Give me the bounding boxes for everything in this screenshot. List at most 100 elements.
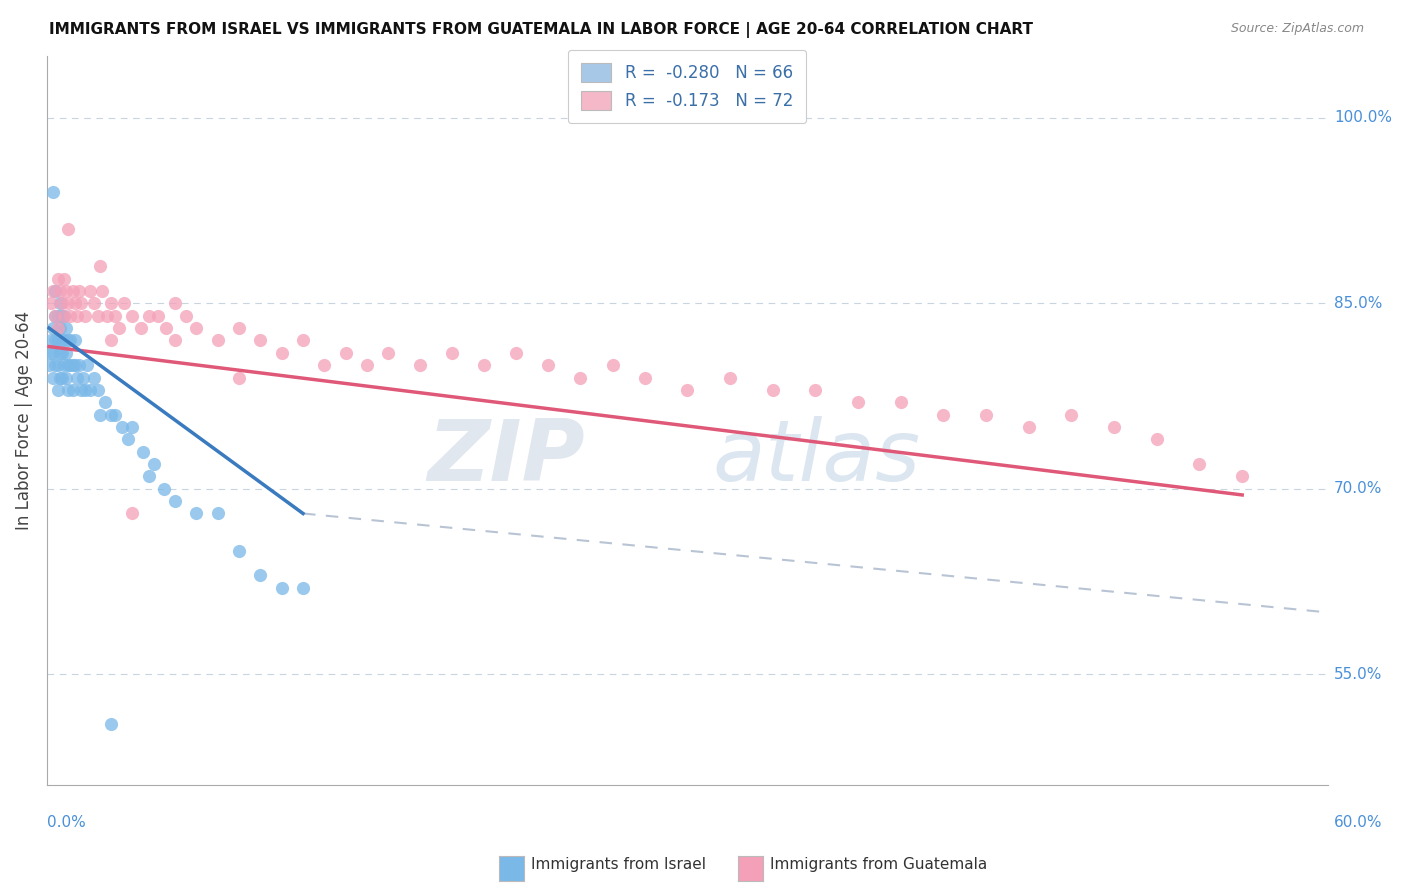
Point [104, 309, 127, 323]
Point [314, 358, 336, 372]
Point [55, 284, 77, 298]
Point [42, 370, 65, 384]
Point [76, 358, 98, 372]
Point [121, 507, 143, 521]
Point [186, 507, 208, 521]
Point [207, 507, 229, 521]
Point [186, 321, 208, 335]
Point [1188, 457, 1211, 471]
Point [104, 408, 127, 422]
Point [153, 482, 176, 496]
Point [249, 568, 271, 582]
Text: 100.0%: 100.0% [1334, 111, 1392, 126]
Point [974, 408, 997, 422]
Point [44, 309, 66, 323]
Point [846, 395, 869, 409]
Point [70, 296, 93, 310]
Point [676, 383, 699, 397]
Point [100, 716, 122, 731]
Point [46, 334, 69, 348]
Point [58, 296, 80, 310]
Point [67, 358, 90, 372]
Point [292, 334, 315, 348]
Point [44, 358, 66, 372]
Point [59, 334, 82, 348]
Point [110, 420, 132, 434]
Point [249, 334, 271, 348]
Point [44, 284, 66, 298]
Point [142, 457, 165, 471]
Text: atlas: atlas [713, 416, 921, 499]
Point [537, 358, 560, 372]
Point [63, 358, 86, 372]
Legend: R =  -0.280   N = 66, R =  -0.173   N = 72: R = -0.280 N = 66, R = -0.173 N = 72 [568, 50, 807, 123]
Point [441, 345, 464, 359]
Point [89, 259, 111, 273]
Point [292, 581, 315, 595]
Point [163, 296, 186, 310]
Point [48, 321, 70, 335]
Point [39, 345, 62, 359]
Point [51, 370, 73, 384]
Point [174, 309, 197, 323]
Point [335, 345, 357, 359]
Point [51, 296, 73, 310]
Point [55, 345, 77, 359]
Point [63, 296, 86, 310]
Text: Immigrants from Guatemala: Immigrants from Guatemala [770, 857, 988, 872]
Point [100, 296, 122, 310]
Point [112, 296, 135, 310]
Text: 0.0%: 0.0% [46, 814, 86, 830]
Point [207, 334, 229, 348]
Point [121, 309, 143, 323]
Text: IMMIGRANTS FROM ISRAEL VS IMMIGRANTS FROM GUATEMALA IN LABOR FORCE | AGE 20-64 C: IMMIGRANTS FROM ISRAEL VS IMMIGRANTS FRO… [49, 22, 1033, 38]
Point [804, 383, 827, 397]
Point [228, 543, 250, 558]
Point [121, 420, 143, 434]
Point [100, 334, 122, 348]
Point [48, 370, 70, 384]
Point [52, 271, 75, 285]
Point [75, 383, 97, 397]
Point [633, 370, 655, 384]
Point [48, 284, 70, 298]
Point [932, 408, 955, 422]
Point [46, 321, 69, 335]
Point [70, 383, 93, 397]
Point [52, 358, 75, 372]
Point [51, 345, 73, 359]
Point [67, 284, 90, 298]
Point [1060, 408, 1083, 422]
Point [52, 309, 75, 323]
Point [79, 284, 101, 298]
Point [44, 309, 66, 323]
Point [39, 334, 62, 348]
Point [93, 395, 115, 409]
Text: 85.0%: 85.0% [1334, 296, 1382, 310]
Point [87, 309, 110, 323]
Point [55, 321, 77, 335]
Point [228, 321, 250, 335]
Point [58, 383, 80, 397]
Point [108, 321, 131, 335]
Point [52, 334, 75, 348]
Point [52, 309, 75, 323]
Point [270, 581, 292, 595]
Point [1102, 420, 1125, 434]
Point [377, 345, 399, 359]
Point [228, 370, 250, 384]
Point [62, 358, 84, 372]
Point [163, 494, 186, 508]
Point [66, 309, 89, 323]
Point [42, 345, 65, 359]
Point [762, 383, 785, 397]
Point [46, 309, 69, 323]
Text: ZIP: ZIP [427, 416, 585, 499]
Point [75, 309, 97, 323]
Point [66, 370, 89, 384]
Point [117, 433, 139, 447]
Point [46, 358, 69, 372]
Point [356, 358, 378, 372]
Point [42, 284, 65, 298]
Point [42, 321, 65, 335]
